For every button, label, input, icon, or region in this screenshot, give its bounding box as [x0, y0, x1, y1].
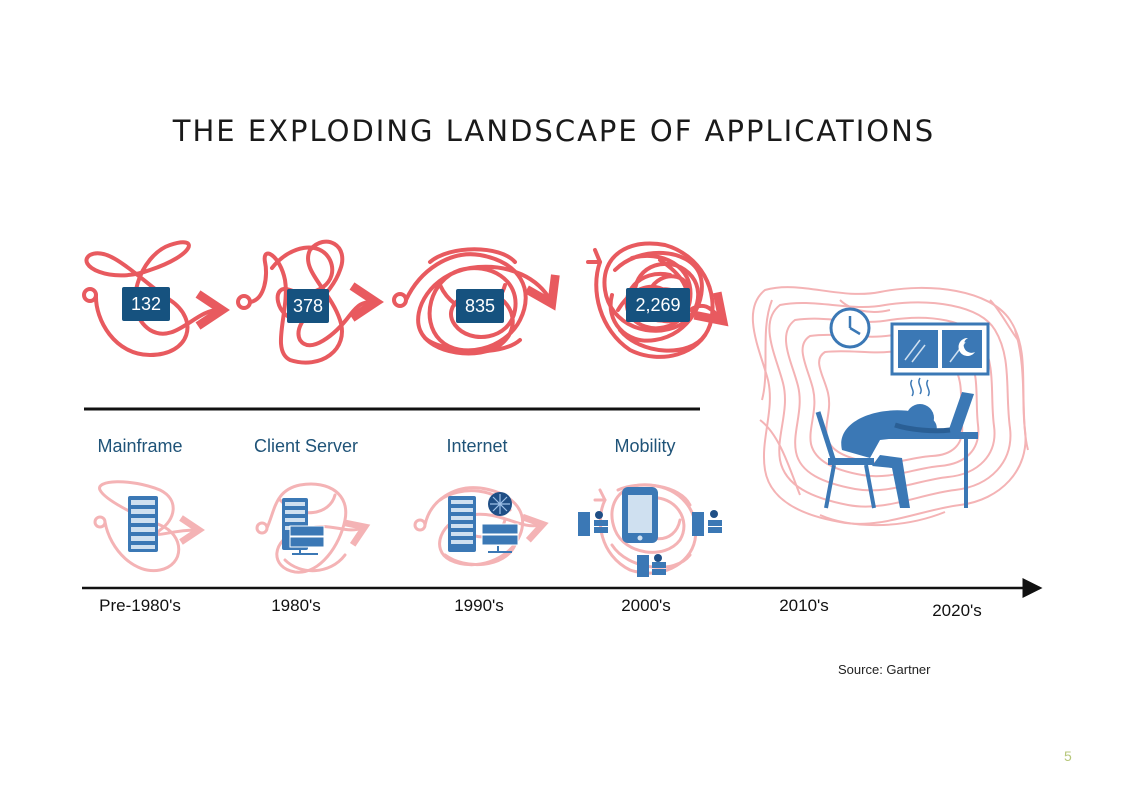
timeline-year: 1980's	[271, 596, 321, 615]
window-night-icon	[890, 322, 990, 376]
page-number: 5	[1064, 748, 1072, 764]
tangle-icon	[413, 486, 549, 567]
app-count-badge: 835	[456, 289, 504, 323]
era-label-client-server: Client Server	[253, 436, 359, 456]
timeline-year: Pre-1980's	[99, 596, 181, 615]
app-count-badge: 2,269	[626, 288, 690, 322]
timeline-year: 1990's	[454, 596, 504, 615]
internet-globe-icon	[448, 492, 519, 553]
client-server-icon	[282, 498, 325, 555]
tangle-icon	[236, 239, 384, 365]
timeline-year: 2020's	[932, 601, 982, 620]
timeline-year: 2000's	[621, 596, 671, 615]
app-count-badge: 378	[287, 289, 329, 323]
exhausted-person-at-desk-icon	[815, 377, 978, 509]
tangle-icon	[93, 480, 205, 573]
era-label-mobility: Mobility	[614, 436, 676, 456]
era-label-mainframe: Mainframe	[97, 436, 183, 456]
clock-icon	[829, 307, 871, 349]
era-label-internet: Internet	[446, 436, 508, 456]
timeline-year: 2010's	[779, 596, 829, 615]
source-note: Source: Gartner	[838, 662, 931, 677]
smartphone-icon	[622, 487, 658, 543]
app-count-badge: 132	[122, 287, 170, 321]
server-rack-icon	[128, 496, 158, 552]
server-rack-icon	[578, 510, 722, 577]
page-title: THE EXPLODING LANDSCAPE OF APPLICATIONS	[172, 114, 936, 148]
